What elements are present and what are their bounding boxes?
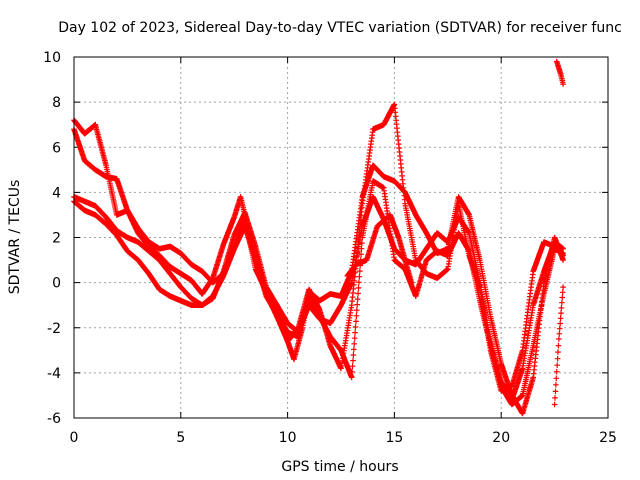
x-tick-label: 5 [176,430,185,446]
data-point-markers [344,212,415,286]
y-tick-label: 10 [43,50,61,66]
x-tick-label: 0 [70,430,79,446]
series-track-3 [71,178,566,403]
y-tick-label: 4 [52,185,61,201]
y-tick-label: 0 [52,276,61,292]
x-tick-label: 10 [279,430,297,446]
series-track-7 [551,284,566,408]
y-axis-label: SDTVAR / TECUs [7,180,23,295]
y-tick-label: 6 [52,140,61,156]
x-tick-label: 15 [385,430,403,446]
series-track-6 [553,58,566,87]
chart-title: Day 102 of 2023, Sidereal Day-to-day VTE… [58,20,622,36]
x-tick-label: 25 [599,430,617,446]
data-point-markers [551,284,566,408]
series-track-5 [344,212,415,286]
y-tick-label: -4 [47,366,61,382]
x-tick-label: 20 [492,430,510,446]
y-tick-label: 2 [52,231,61,247]
tick-labels: 0 5 10 15 20 25 -6 -4 -2 0 2 4 6 8 10 [43,50,617,446]
data-point-markers [553,58,566,87]
data-series [71,58,566,417]
x-axis-label: GPS time / hours [281,459,398,475]
y-tick-label: -6 [47,411,61,427]
data-point-markers [71,178,566,403]
y-tick-label: 8 [52,95,61,111]
plot-frame [73,56,609,419]
y-tick-label: -2 [47,321,61,337]
